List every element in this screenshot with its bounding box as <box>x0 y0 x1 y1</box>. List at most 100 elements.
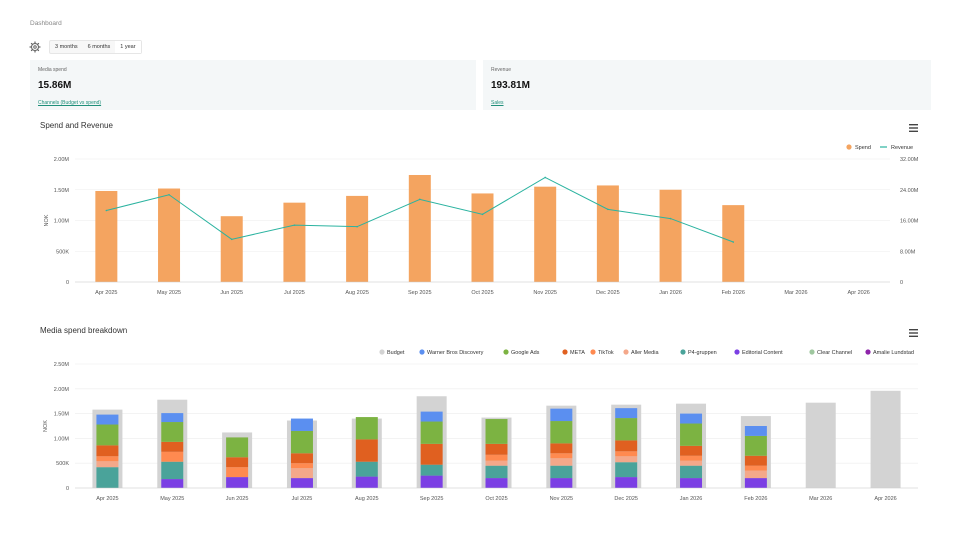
kpi-value: 15.86M <box>38 80 72 91</box>
legend-label-warner-bros-discovery: Warner Bros Discovery <box>427 350 484 356</box>
breadcrumb: Dashboard <box>30 20 62 27</box>
stack-segment-meta <box>96 445 119 457</box>
x-tick-label: Apr 2025 <box>95 290 117 296</box>
spend-bar <box>220 216 243 282</box>
revenue-point <box>732 241 735 243</box>
range-3-months-button[interactable]: 3 months <box>55 44 78 50</box>
x-tick-label: Nov 2025 <box>533 290 557 296</box>
x-tick-label: Aug 2025 <box>345 290 369 296</box>
y-tick-label: 500K <box>56 461 69 467</box>
stack-segment-meta <box>226 457 249 468</box>
stack-segment-meta <box>485 443 508 455</box>
y2-tick-label: 16.00M <box>900 219 919 225</box>
x-tick-label: Sep 2025 <box>408 290 432 296</box>
legend-marker-amalie-lundstad <box>865 349 871 355</box>
legend-marker-warner-bros-discovery <box>419 349 425 355</box>
x-tick-label: May 2025 <box>160 496 184 502</box>
x-tick-label: Sep 2025 <box>420 496 444 502</box>
gear-icon[interactable] <box>29 41 41 53</box>
x-tick-label: Jun 2025 <box>226 496 249 502</box>
stack-segment-editorial-content <box>420 475 443 488</box>
revenue-point <box>105 209 108 212</box>
stack-segment-meta <box>615 440 638 452</box>
stack-segment-warner-bros-discovery <box>420 411 443 422</box>
x-tick-label: Oct 2025 <box>485 496 507 502</box>
stack-segment-google-ads <box>485 419 508 444</box>
kpi-value: 193.81M <box>491 80 530 91</box>
legend-marker-editorial-content <box>734 349 740 355</box>
stack-segment-warner-bros-discovery <box>615 408 638 419</box>
legend-marker-aller-media <box>623 349 629 355</box>
kpi-revenue-card: Revenue 193.81M Sales <box>483 60 931 110</box>
y2-tick-label: 0 <box>900 280 903 286</box>
stack-segment-editorial-content <box>680 478 703 488</box>
stack-segment-warner-bros-discovery <box>161 413 184 423</box>
revenue-point <box>356 225 358 228</box>
revenue-point <box>669 217 672 220</box>
stack-segment-tiktok <box>161 451 184 462</box>
legend-marker-budget <box>379 349 385 355</box>
stack-segment-aller-media <box>96 461 119 468</box>
spend-bar <box>534 186 557 282</box>
channels-budget-vs-spend-link[interactable]: Channels (Budget vs spend) <box>38 100 102 106</box>
y-tick-label: 2.00M <box>54 157 70 163</box>
spend-bar <box>283 202 306 282</box>
x-tick-label: Nov 2025 <box>550 496 574 502</box>
spend-bar <box>659 189 682 282</box>
y2-tick-label: 32.00M <box>900 157 919 163</box>
media-spend-breakdown-chart: 0 500K 1.00M 1.50M 2.00M 2.50M NOK Apr 2025 May … <box>43 349 918 502</box>
y-axis-label: NOK <box>43 420 49 432</box>
stack-segment-google-ads <box>96 424 119 446</box>
x-tick-label: Apr 2025 <box>96 496 118 502</box>
x-tick-label: Apr 2026 <box>847 290 869 296</box>
stack-segment-editorial-content <box>485 478 508 488</box>
stack-segment-aller-media <box>290 468 313 479</box>
spend-bar <box>158 188 181 282</box>
stack-segment-warner-bros-discovery <box>290 418 313 431</box>
y2-tick-label: 8.00M <box>900 249 916 255</box>
stack-segment-warner-bros-discovery <box>96 414 119 425</box>
legend-label-budget: Budget <box>387 350 405 356</box>
x-tick-label: Dec 2025 <box>596 290 620 296</box>
stack-segment-warner-bros-discovery <box>550 408 573 422</box>
stack-segment-meta <box>355 439 378 462</box>
stack-segment-editorial-content <box>615 477 638 488</box>
budget-bar <box>805 402 836 488</box>
sales-link[interactable]: Sales <box>491 100 504 106</box>
x-tick-label: Oct 2025 <box>471 290 493 296</box>
stack-segment-editorial-content <box>161 479 184 488</box>
stack-segment-tiktok <box>485 454 508 461</box>
stack-segment-warner-bros-discovery <box>680 413 703 424</box>
stack-segment-google-ads <box>226 437 249 458</box>
range-6-months-button[interactable]: 6 months <box>87 44 111 50</box>
stack-segment-tiktok <box>615 451 638 457</box>
legend-spend-marker <box>846 144 852 150</box>
legend-label-p4-gruppen: P4-gruppen <box>688 350 717 356</box>
legend-label-meta: META <box>570 350 585 356</box>
stack-segment-p4-gruppen <box>420 464 443 476</box>
spend-bar <box>596 185 619 282</box>
revenue-point <box>607 208 609 211</box>
spend-revenue-chart: 0 500K 1.00M 1.50M 2.00M 0 8.00M 16.00M 24.00M 32… <box>44 144 919 296</box>
x-tick-label: Jan 2026 <box>659 290 682 296</box>
stack-segment-google-ads <box>744 435 767 456</box>
spend-bar <box>95 190 118 282</box>
spend-bar <box>471 193 494 282</box>
x-tick-label: Apr 2026 <box>874 496 896 502</box>
x-tick-label: May 2025 <box>157 290 181 296</box>
legend-label-aller-media: Aller Media <box>631 350 659 356</box>
revenue-point <box>230 238 233 241</box>
spend-revenue-chart-title: Spend and Revenue <box>40 121 113 130</box>
stack-segment-p4-gruppen <box>680 465 703 479</box>
y-axis-label: NOK <box>44 214 50 226</box>
range-1-year-button[interactable]: 1 year <box>115 41 141 53</box>
stack-segment-tiktok <box>680 455 703 461</box>
stack-segment-google-ads <box>355 417 378 440</box>
x-tick-label: Jul 2025 <box>292 496 313 502</box>
hamburger-menu-icon[interactable] <box>909 124 918 132</box>
hamburger-menu-icon[interactable] <box>909 329 918 337</box>
legend-label-amalie-lundstad: Amalie Lundstad <box>873 350 914 356</box>
legend-marker-clear-channel <box>809 349 815 355</box>
revenue-point <box>293 224 296 226</box>
stack-segment-meta <box>420 443 443 465</box>
